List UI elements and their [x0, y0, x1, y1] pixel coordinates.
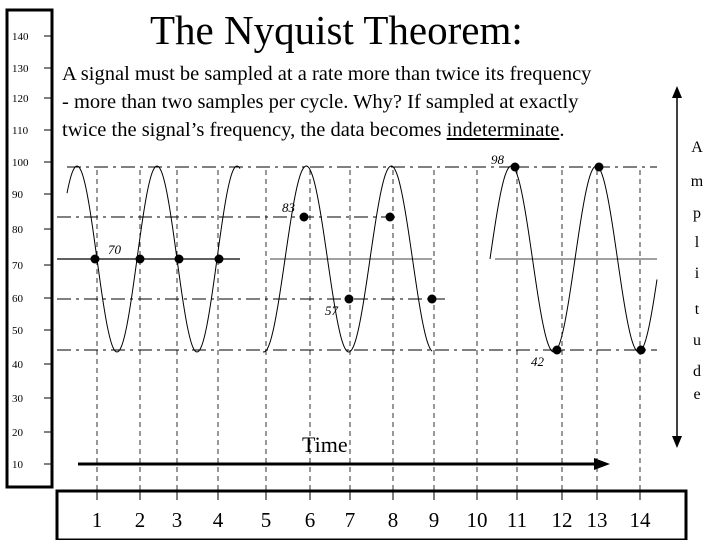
time-tick-label: 1 — [92, 508, 103, 532]
body-line-3-text: twice the signal’s frequency, the data b… — [62, 119, 447, 141]
time-tick-label: 8 — [388, 508, 399, 532]
amplitude-tick-label: 20 — [12, 427, 24, 439]
body-line-2: - more than two samples per cycle. Why? … — [62, 91, 579, 113]
time-tick-label: 9 — [429, 508, 440, 532]
signal-wave-3 — [489, 165, 658, 353]
sample-value-label: 98 — [491, 152, 505, 167]
amplitude-axis-letter: p — [693, 205, 701, 222]
time-tick-label: 12 — [552, 508, 573, 532]
amplitude-scale-bar — [5, 8, 54, 489]
time-tick-label: 14 — [630, 508, 652, 532]
amplitude-axis-letter: l — [695, 234, 700, 251]
amplitude-arrow-top — [672, 86, 682, 98]
amplitude-tick-label: 50 — [12, 325, 24, 337]
body-line-3: twice the signal’s frequency, the data b… — [62, 119, 564, 141]
time-tick-label: 11 — [507, 508, 527, 532]
sample-point — [427, 294, 437, 304]
signal-wave-2 — [262, 165, 433, 353]
amplitude-tick-label: 40 — [12, 359, 24, 371]
amplitude-tick-label: 30 — [12, 393, 24, 405]
slide-title: The Nyquist Theorem: — [150, 7, 523, 53]
amplitude-axis-letter: e — [693, 386, 700, 403]
amplitude-axis-letter: m — [691, 173, 704, 190]
sample-point — [174, 254, 184, 264]
time-tick-label: 2 — [135, 508, 146, 532]
amplitude-axis-letter: d — [693, 363, 701, 380]
sample-point — [90, 254, 100, 264]
sample-point — [552, 345, 562, 355]
amplitude-axis-letter: i — [695, 265, 700, 282]
amplitude-axis-letter: t — [695, 301, 700, 318]
slide-body: A signal must be sampled at a rate more … — [62, 60, 702, 144]
sample-point — [594, 162, 604, 172]
time-axis-label: Time — [302, 432, 348, 457]
sample-value-label: 42 — [531, 354, 545, 369]
amplitude-tick-label: 10 — [12, 459, 24, 471]
sample-point — [214, 254, 224, 264]
time-tick-label: 5 — [261, 508, 272, 532]
sample-value-label: 57 — [325, 303, 339, 318]
amplitude-tick-label: 130 — [12, 63, 29, 75]
time-tick-label: 4 — [213, 508, 224, 532]
time-scale-bar — [55, 489, 688, 540]
time-tick-label: 3 — [172, 508, 183, 532]
time-tick-label: 7 — [345, 508, 356, 532]
sample-point — [135, 254, 145, 264]
amplitude-axis-letter: u — [693, 332, 701, 349]
sample-point — [510, 162, 520, 172]
amplitude-tick-label: 120 — [12, 93, 29, 105]
time-tick-label: 10 — [467, 508, 488, 532]
body-line-3-tail: . — [559, 119, 565, 141]
amplitude-tick-label: 140 — [12, 31, 29, 43]
signal-wave-1 — [66, 165, 241, 353]
amplitude-tick-label: 100 — [12, 157, 29, 169]
sample-point — [636, 345, 646, 355]
body-line-1: A signal must be sampled at a rate more … — [62, 63, 592, 85]
amplitude-tick-label: 60 — [12, 293, 24, 305]
amplitude-arrow-bottom — [672, 436, 682, 448]
indeterminate-word: indeterminate — [446, 119, 560, 141]
time-arrow-head — [594, 458, 610, 470]
amplitude-axis-letter: A — [691, 139, 703, 156]
amplitude-tick-label: 70 — [12, 260, 24, 272]
sample-point — [385, 212, 395, 222]
amplitude-tick-label: 110 — [12, 125, 29, 137]
time-tick-label: 6 — [305, 508, 316, 532]
sample-point — [299, 212, 309, 222]
time-tick-label: 13 — [587, 508, 608, 532]
amplitude-tick-label: 80 — [12, 224, 24, 236]
amplitude-tick-label: 90 — [12, 189, 24, 201]
sample-value-label: 70 — [108, 242, 122, 257]
sample-value-label: 83 — [282, 200, 296, 215]
sample-point — [344, 294, 354, 304]
